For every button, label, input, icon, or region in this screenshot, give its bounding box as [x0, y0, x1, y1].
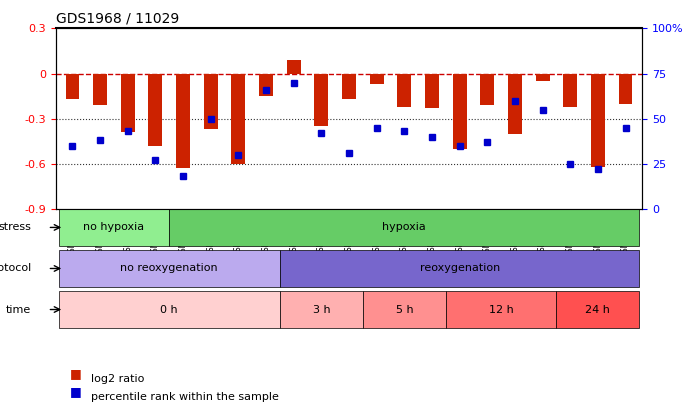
- Text: ■: ■: [70, 367, 82, 379]
- Text: no reoxygenation: no reoxygenation: [121, 264, 218, 273]
- FancyBboxPatch shape: [169, 209, 639, 246]
- Bar: [204, 73, 218, 129]
- Bar: [121, 73, 135, 132]
- FancyBboxPatch shape: [363, 291, 446, 328]
- Bar: [563, 73, 577, 107]
- Text: percentile rank within the sample: percentile rank within the sample: [91, 392, 279, 402]
- Text: no hypoxia: no hypoxia: [83, 222, 144, 232]
- FancyBboxPatch shape: [280, 250, 639, 287]
- Text: 12 h: 12 h: [489, 305, 514, 315]
- Bar: [287, 60, 301, 73]
- Bar: [535, 73, 549, 81]
- Text: 3 h: 3 h: [313, 305, 330, 315]
- FancyBboxPatch shape: [556, 291, 639, 328]
- FancyBboxPatch shape: [280, 291, 363, 328]
- Text: reoxygenation: reoxygenation: [419, 264, 500, 273]
- FancyBboxPatch shape: [446, 291, 556, 328]
- Bar: [370, 73, 384, 84]
- Bar: [342, 73, 356, 99]
- Bar: [176, 73, 190, 168]
- Bar: [93, 73, 107, 105]
- Text: ■: ■: [70, 385, 82, 398]
- Text: stress: stress: [0, 222, 31, 232]
- Bar: [453, 73, 466, 149]
- Bar: [591, 73, 605, 167]
- FancyBboxPatch shape: [59, 250, 280, 287]
- FancyBboxPatch shape: [59, 291, 280, 328]
- FancyBboxPatch shape: [59, 209, 169, 246]
- Text: 5 h: 5 h: [396, 305, 413, 315]
- Text: time: time: [6, 305, 31, 315]
- Bar: [397, 73, 411, 107]
- Text: hypoxia: hypoxia: [383, 222, 426, 232]
- Bar: [480, 73, 494, 105]
- Text: 0 h: 0 h: [161, 305, 178, 315]
- Bar: [314, 73, 328, 126]
- Text: 24 h: 24 h: [586, 305, 610, 315]
- Bar: [232, 73, 245, 164]
- Bar: [618, 73, 632, 104]
- Bar: [425, 73, 439, 108]
- Text: protocol: protocol: [0, 264, 31, 273]
- Bar: [259, 73, 273, 96]
- Bar: [508, 73, 522, 134]
- Text: GDS1968 / 11029: GDS1968 / 11029: [56, 12, 179, 26]
- Text: log2 ratio: log2 ratio: [91, 374, 144, 384]
- Bar: [66, 73, 80, 99]
- Bar: [149, 73, 163, 146]
